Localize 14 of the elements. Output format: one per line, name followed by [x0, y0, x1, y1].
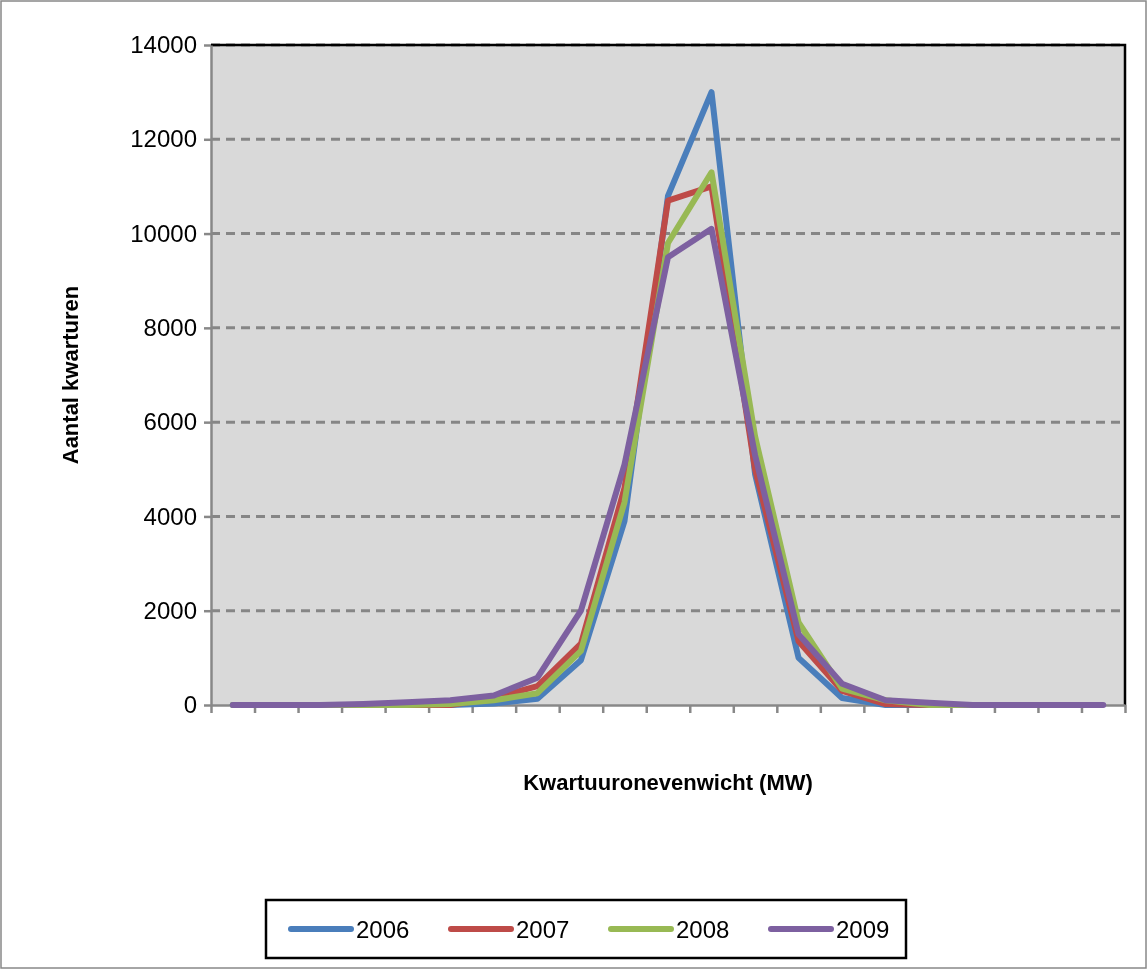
- legend-label: 2008: [676, 916, 730, 943]
- x-axis-title: Kwartuuronevenwicht (MW): [523, 770, 813, 795]
- legend-label: 2009: [836, 916, 890, 943]
- y-tick-label: 8000: [143, 314, 197, 342]
- y-tick-label: 2000: [143, 596, 197, 624]
- y-tick-label: 14000: [130, 31, 197, 59]
- legend-label: 2006: [356, 916, 410, 943]
- y-axis-title: Aantal kwarturen: [58, 285, 83, 465]
- y-tick-label: 4000: [143, 502, 197, 530]
- legend-label: 2007: [516, 916, 570, 943]
- y-tick-label: 10000: [130, 219, 197, 247]
- y-tick-label: 0: [183, 691, 197, 719]
- y-tick-label: 6000: [143, 408, 197, 436]
- y-tick-label: 12000: [130, 125, 197, 153]
